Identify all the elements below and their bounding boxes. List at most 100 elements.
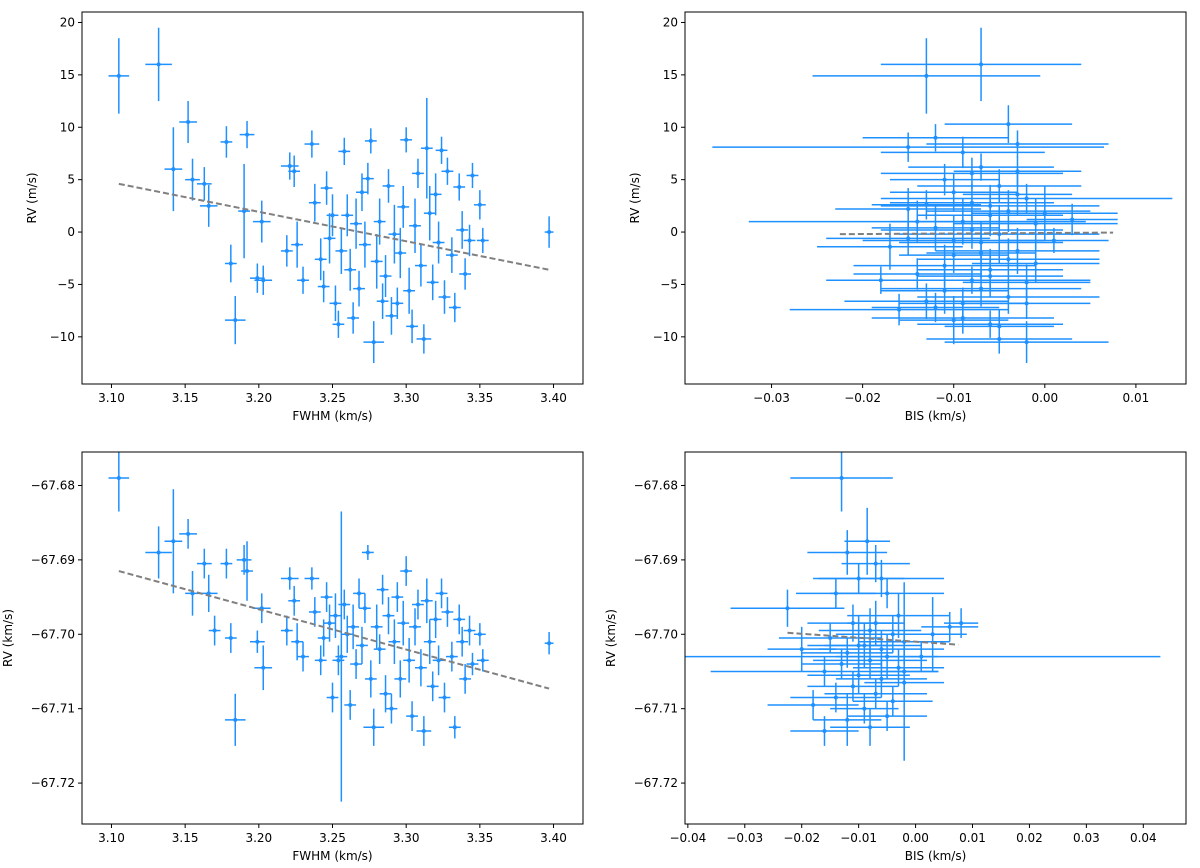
- data-point: [432, 221, 445, 264]
- data-point: [179, 101, 197, 143]
- point-marker: [301, 654, 306, 659]
- point-marker: [206, 203, 211, 208]
- data-point: [899, 295, 1009, 345]
- data-point: [898, 597, 967, 672]
- y-tick-label: −67.70: [31, 627, 75, 641]
- data-point: [338, 589, 351, 620]
- point-marker: [856, 643, 861, 648]
- data-point: [329, 285, 342, 322]
- point-marker: [327, 621, 332, 626]
- data-point: [297, 266, 309, 294]
- point-marker: [942, 263, 947, 268]
- point-marker: [1006, 295, 1011, 300]
- point-marker: [330, 213, 335, 218]
- point-marker: [333, 613, 338, 618]
- point-marker: [259, 219, 264, 224]
- point-marker: [979, 62, 984, 67]
- data-point: [224, 295, 246, 345]
- x-axis-label: BIS (km/s): [905, 409, 967, 423]
- point-marker: [924, 73, 929, 78]
- point-marker: [401, 204, 406, 209]
- point-marker: [255, 639, 260, 644]
- point-marker: [997, 183, 1002, 188]
- point-marker: [839, 476, 844, 481]
- point-marker: [839, 662, 844, 667]
- data-point: [332, 310, 345, 338]
- point-marker: [1015, 169, 1020, 174]
- data-point: [908, 153, 1054, 181]
- point-marker: [959, 621, 964, 626]
- data-point: [466, 652, 479, 676]
- point-marker: [351, 624, 356, 629]
- point-marker: [868, 658, 873, 663]
- data-point: [361, 545, 374, 560]
- data-point: [445, 237, 458, 273]
- data-point: [304, 567, 320, 590]
- axes-frame: [684, 11, 1187, 385]
- point-marker: [368, 676, 373, 681]
- point-marker: [348, 267, 353, 272]
- point-marker: [442, 695, 447, 700]
- data-point: [426, 264, 439, 301]
- point-marker: [327, 236, 332, 241]
- point-marker: [395, 301, 400, 306]
- y-tick-label: 5: [670, 173, 678, 187]
- data-point: [917, 169, 1082, 203]
- point-marker: [445, 609, 450, 614]
- data-point: [335, 511, 348, 802]
- panel-bis-vs-rv-ms: −0.03 −0.02 −0.01 0.00 0.01 −10 −5 0 5 10 15 20 BIS …: [628, 11, 1187, 423]
- point-marker: [354, 221, 359, 226]
- data-point: [344, 248, 357, 291]
- point-marker: [947, 624, 952, 629]
- point-marker: [430, 280, 435, 285]
- data-point: [441, 157, 454, 185]
- data-point: [847, 600, 905, 646]
- data-point: [359, 593, 371, 624]
- point-marker: [873, 621, 878, 626]
- point-marker: [336, 322, 341, 327]
- data-point: [812, 38, 1041, 114]
- point-marker: [224, 139, 229, 144]
- point-marker: [470, 173, 475, 178]
- point-marker: [452, 725, 457, 730]
- data-point: [847, 701, 927, 731]
- point-marker: [371, 725, 376, 730]
- data-point: [108, 452, 130, 512]
- x-tick-label: 3.40: [540, 391, 567, 405]
- data-point: [801, 649, 882, 679]
- data-point: [435, 578, 448, 609]
- data-point: [391, 582, 404, 612]
- point-marker: [171, 167, 176, 172]
- y-tick-label: −67.71: [31, 702, 75, 716]
- point-marker: [915, 271, 920, 276]
- x-tick-label: 3.35: [466, 831, 493, 845]
- data-point: [880, 27, 1082, 102]
- data-point: [280, 615, 293, 646]
- data-point: [329, 593, 342, 638]
- point-marker: [1006, 122, 1011, 127]
- point-marker: [339, 654, 344, 659]
- panel-fwhm-vs-rv-kms: 3.10 3.15 3.20 3.25 3.30 3.35 3.40 −67.72 −67.71…: [1, 451, 584, 863]
- point-marker: [287, 164, 292, 169]
- point-marker: [292, 169, 297, 174]
- data-point: [317, 619, 330, 657]
- trend-line: [787, 631, 959, 646]
- point-marker: [845, 550, 850, 555]
- point-marker: [116, 73, 121, 78]
- point-marker: [951, 318, 956, 323]
- data-point: [544, 632, 554, 655]
- point-marker: [873, 691, 878, 696]
- data-point: [379, 675, 392, 713]
- point-marker: [418, 263, 423, 268]
- point-marker: [933, 135, 938, 140]
- point-marker: [979, 286, 984, 291]
- data-point: [323, 213, 336, 264]
- point-marker: [365, 550, 370, 555]
- data-point: [185, 158, 200, 201]
- point-marker: [309, 142, 314, 147]
- data-point: [871, 190, 982, 220]
- data-point: [199, 184, 218, 227]
- trend-line: [839, 231, 1114, 236]
- data-point: [426, 671, 439, 702]
- data-point: [962, 287, 1091, 320]
